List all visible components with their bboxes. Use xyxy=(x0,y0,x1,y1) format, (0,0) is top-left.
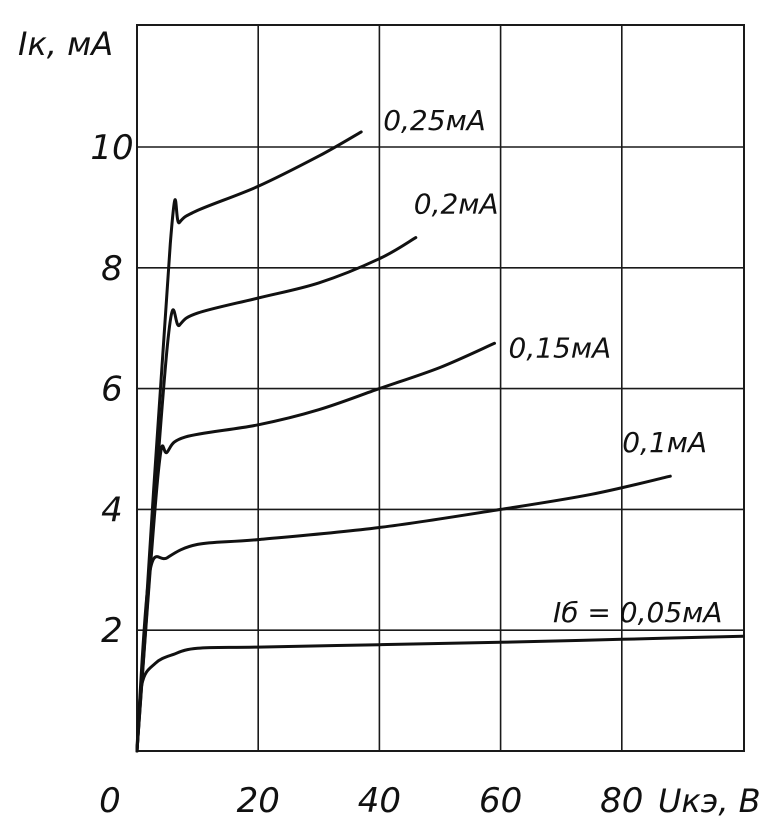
series-line-4 xyxy=(135,130,363,753)
y-tick-label-8: 8 xyxy=(101,249,123,289)
y-tick-label-6: 6 xyxy=(101,370,123,410)
x-tick-label-40: 40 xyxy=(358,781,401,821)
y-tick-label-4: 4 xyxy=(101,490,123,530)
x-tick-label-20: 20 xyxy=(237,781,280,821)
series-line-3 xyxy=(135,236,418,753)
y-tick-label-2: 2 xyxy=(101,611,123,651)
x-tick-label-80: 80 xyxy=(600,781,643,821)
y-tick-label-10: 10 xyxy=(90,128,133,168)
series-label-2: 0,15мA xyxy=(509,331,612,364)
plot-frame xyxy=(136,24,745,752)
curves xyxy=(135,130,745,753)
grid xyxy=(137,25,744,751)
x-axis-label: Uкэ, B xyxy=(658,782,761,820)
series-label-4: 0,25мA xyxy=(383,104,486,137)
series-label-0: Iб = 0,05мA xyxy=(553,596,722,629)
origin-label: 0 xyxy=(99,781,121,821)
y-axis-label: Iк, мA xyxy=(18,25,113,63)
series-line-0 xyxy=(135,634,745,753)
series-label-3: 0,2мA xyxy=(414,188,499,221)
series-label-1: 0,1мA xyxy=(622,426,707,459)
series-labels: Iб = 0,05мA 0,1мA 0,15мA 0,2мA 0,25мA xyxy=(383,104,722,629)
x-tick-label-60: 60 xyxy=(479,781,522,821)
tick-labels: 20 40 60 80 2 4 6 8 10 xyxy=(90,128,643,821)
